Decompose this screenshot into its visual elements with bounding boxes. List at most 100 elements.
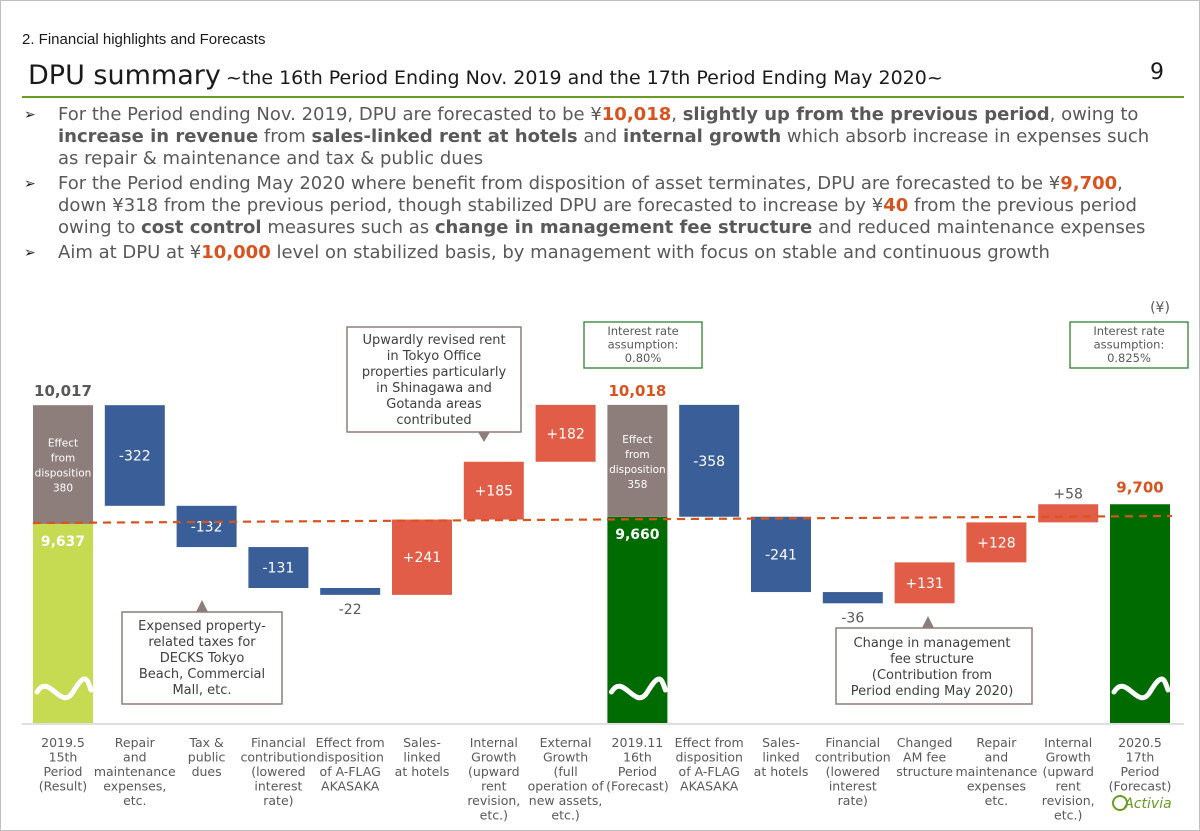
category-label: Internal <box>1044 735 1092 750</box>
page-number: 9 <box>1150 60 1164 85</box>
bullet-text: sales-linked rent at hotels <box>311 126 578 147</box>
bullet-2: ➢ For the Period ending May 2020 where be… <box>24 173 1174 239</box>
total-bar-p16 <box>607 516 668 723</box>
interest-text: 0.825% <box>1107 351 1151 365</box>
disposition-label: 380 <box>53 483 73 495</box>
bullet-text: Aim at DPU at ¥ <box>58 242 202 263</box>
category-label: etc.) <box>1054 808 1082 823</box>
section-label: 2. Financial highlights and Forecasts <box>22 31 266 48</box>
step-bar-s6 <box>463 461 524 520</box>
category-label: operation of <box>528 779 605 794</box>
callout-text: Gotanda areas <box>386 397 482 412</box>
category-label: etc. <box>985 793 1008 808</box>
bullet-text: and reduced maintenance expenses <box>812 217 1146 238</box>
disposition-label: Effect <box>48 438 78 450</box>
bullet-text: level on stabilized basis, by management… <box>270 242 1050 263</box>
category-label: Repair <box>976 735 1017 750</box>
category-label: disposition <box>675 750 742 765</box>
category-label: 16th <box>623 750 652 765</box>
bullet-text: For the Period ending Nov. 2019, DPU are… <box>58 104 591 125</box>
interest-text: Interest rate <box>1093 324 1164 338</box>
bullet-text: which absorb increase in expenses such a… <box>58 126 1150 169</box>
step-bar-s7 <box>535 404 596 462</box>
disposition-bar-p15 <box>33 405 93 524</box>
bullet-arrow-icon: ➢ <box>24 176 36 192</box>
axis-break-mark <box>1111 676 1171 701</box>
category-label: 2019.5 <box>41 735 85 750</box>
step-bar-s9 <box>751 516 811 593</box>
bullet-text: from <box>258 126 312 147</box>
category-label: AM fee <box>903 750 946 765</box>
category-label: interest <box>254 779 302 794</box>
category-label: Growth <box>543 750 588 765</box>
category-label: Effect from <box>675 735 744 750</box>
step-bar-s12 <box>966 522 1027 563</box>
step-value-label: -132 <box>191 519 223 535</box>
callout-text: properties particularly <box>362 365 507 380</box>
category-label: (Result) <box>39 779 87 794</box>
category-label: maintenance <box>955 764 1037 779</box>
bullet-text: and <box>577 126 623 147</box>
category-label: rent <box>1056 779 1081 794</box>
bullet-text: , down ¥318 from the previous period, th… <box>58 173 1123 216</box>
category-label: interest <box>829 779 877 794</box>
category-label: 2019.11 <box>612 735 664 750</box>
logo-mark-icon <box>1112 795 1128 811</box>
step-value-label: -22 <box>339 602 362 618</box>
category-label: (lowered <box>251 764 305 779</box>
category-label: Effect from <box>316 735 385 750</box>
category-label: etc.) <box>551 808 579 823</box>
category-label: Repair <box>115 735 156 750</box>
category-label: at hotels <box>754 764 809 779</box>
category-label: contribution <box>815 750 891 765</box>
callout-expensed-taxes <box>121 611 283 705</box>
category-label: rent <box>481 779 506 794</box>
bullet-text: 40 <box>883 195 909 216</box>
category-label: of A-FLAG <box>679 764 740 779</box>
category-label: (Forecast) <box>606 779 669 794</box>
category-label: expenses, <box>103 779 166 794</box>
category-label: at hotels <box>395 764 450 779</box>
step-value-label: +131 <box>905 576 943 592</box>
disposition-label: disposition <box>609 464 666 476</box>
bullet-arrow-icon: ➢ <box>24 245 36 261</box>
category-label: Tax & <box>188 735 224 750</box>
bullet-text: change in management fee structure <box>434 217 813 238</box>
step-value-label: +58 <box>1053 486 1083 502</box>
callout-text: Change in management <box>854 636 1011 651</box>
bullet-text: For the Period ending May 2020 where ben… <box>58 173 1061 194</box>
step-value-label: +128 <box>977 535 1015 551</box>
category-label: revision, <box>467 793 520 808</box>
category-label: rate) <box>263 793 293 808</box>
bullet-text: 10,018 <box>601 104 672 125</box>
disposition-label: from <box>625 449 649 461</box>
callout-upward-revised <box>346 326 522 433</box>
category-label: Period <box>44 764 83 779</box>
category-label: Sales- <box>403 735 441 750</box>
callout-text: Period ending May 2020) <box>851 684 1014 699</box>
callout-text: related taxes for <box>148 635 256 650</box>
bullet-text: internal growth <box>622 126 782 147</box>
category-label: Sales- <box>762 735 800 750</box>
total-bar-p15 <box>33 523 93 723</box>
step-value-label: -131 <box>263 561 295 577</box>
bullet-text: measures such as <box>261 217 435 238</box>
page-title: DPU summary <box>28 60 221 91</box>
total-bar-p17 <box>1110 504 1170 723</box>
category-label: linked <box>762 750 799 765</box>
category-label: new assets, <box>529 793 603 808</box>
callout-text: Mall, etc. <box>172 683 231 698</box>
step-bar-s3 <box>248 547 309 588</box>
category-label: structure <box>896 764 953 779</box>
category-label: and <box>123 750 147 765</box>
category-label: (upward <box>468 764 519 779</box>
bullet-text: , owing to <box>1049 104 1139 125</box>
step-bar-s2 <box>176 505 237 548</box>
callout-text: Upwardly revised rent <box>362 333 505 348</box>
category-label: dues <box>192 764 222 779</box>
disposition-bar-p16 <box>607 404 668 517</box>
interest-text: assumption: <box>608 338 679 352</box>
disposition-label: 358 <box>627 479 647 491</box>
category-label: AKASAKA <box>680 779 739 794</box>
step-bar-s11 <box>894 562 955 604</box>
